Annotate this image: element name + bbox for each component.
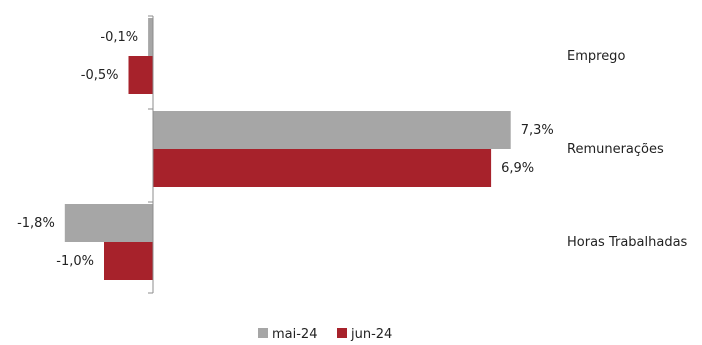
category-label-0: Emprego: [567, 49, 625, 64]
category-label-2: Horas Trabalhadas: [567, 235, 688, 250]
bar-jun-24-0: [128, 56, 153, 94]
data-label-mai-24-2: -1,8%: [17, 216, 55, 231]
bar-jun-24-2: [104, 242, 153, 280]
data-label-jun-24-1: 6,9%: [501, 161, 534, 176]
data-label-mai-24-0: -0,1%: [100, 30, 138, 45]
category-label-1: Remunerações: [567, 142, 664, 157]
data-labels-layer: -0,1% -0,5% 7,3% 6,9% -1,8% -1,0%: [17, 30, 554, 269]
data-label-jun-24-0: -0,5%: [81, 68, 119, 83]
legend-label-jun-24: jun-24: [350, 327, 392, 342]
legend-label-mai-24: mai-24: [272, 327, 317, 342]
legend-swatch-jun-24: [337, 328, 347, 338]
bar-mai-24-0: [148, 18, 153, 56]
category-axis: [148, 15, 154, 294]
data-label-jun-24-2: -1,0%: [56, 254, 94, 269]
bar-mai-24-2: [64, 204, 153, 242]
bar-jun-24-1: [153, 149, 492, 187]
legend-swatch-mai-24: [258, 328, 268, 338]
bar-mai-24-1: [153, 111, 511, 149]
bars-layer: [64, 18, 511, 280]
category-labels: Emprego Remunerações Horas Trabalhadas: [567, 49, 688, 250]
data-label-mai-24-1: 7,3%: [521, 123, 554, 138]
legend: mai-24 jun-24: [258, 327, 392, 342]
